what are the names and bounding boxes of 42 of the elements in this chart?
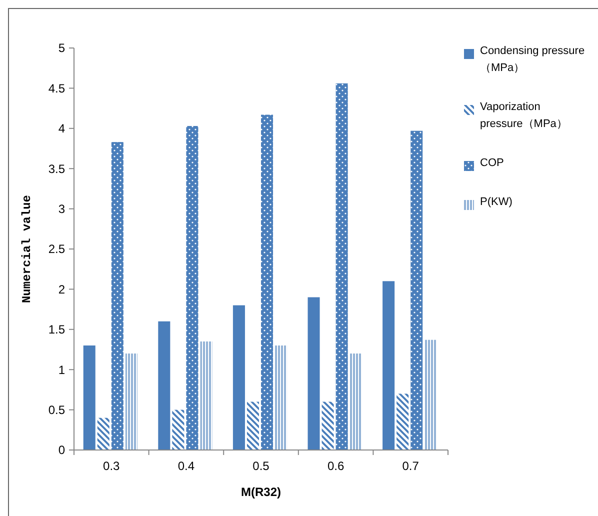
- bar: [322, 402, 334, 450]
- bar: [350, 354, 362, 450]
- bar: [261, 114, 274, 450]
- y-tick-label: 3.5: [48, 162, 66, 176]
- legend-label: COP: [480, 157, 504, 169]
- x-tick-label: 0.5: [252, 459, 270, 473]
- y-tick-label: 2: [58, 282, 66, 296]
- bar: [125, 354, 138, 450]
- bar: [396, 394, 409, 450]
- bar: [186, 126, 198, 450]
- y-tick-label: 0: [58, 443, 66, 458]
- y-axis-title: Numercial value: [20, 194, 34, 304]
- bar: [97, 418, 110, 450]
- legend-label: P(KW): [480, 196, 512, 208]
- bar: [246, 402, 259, 450]
- bar: [308, 297, 320, 450]
- x-tick-label: 0.7: [402, 459, 420, 473]
- bar: [382, 281, 395, 450]
- x-tick-label: 0.4: [178, 459, 195, 473]
- bar: [275, 345, 288, 450]
- y-tick-label: 0.5: [48, 403, 66, 417]
- x-tick-label: 0.6: [327, 459, 344, 473]
- y-tick-label: 4: [58, 122, 66, 136]
- y-tick-label: 3: [58, 202, 66, 216]
- y-tick-label: 1.5: [48, 322, 66, 337]
- legend-label: Condensing pressure（MPa）: [480, 45, 585, 74]
- x-axis-title: M(R32): [240, 485, 282, 499]
- bar: [111, 142, 124, 450]
- bar: [336, 83, 348, 450]
- legend-label: Vaporization pressure（MPa）: [480, 101, 568, 130]
- bar: [158, 321, 170, 450]
- bar: [410, 130, 423, 450]
- y-tick-label: 2.5: [48, 242, 66, 256]
- bar: [232, 305, 245, 450]
- bar: [424, 340, 437, 450]
- x-tick-label: 0.3: [103, 459, 120, 473]
- bar: [200, 341, 212, 450]
- y-tick-label: 4.5: [48, 81, 66, 96]
- y-tick-label: 1: [58, 362, 66, 377]
- bar: [172, 410, 184, 450]
- bar: [83, 345, 96, 450]
- y-tick-label: 5: [58, 41, 66, 56]
